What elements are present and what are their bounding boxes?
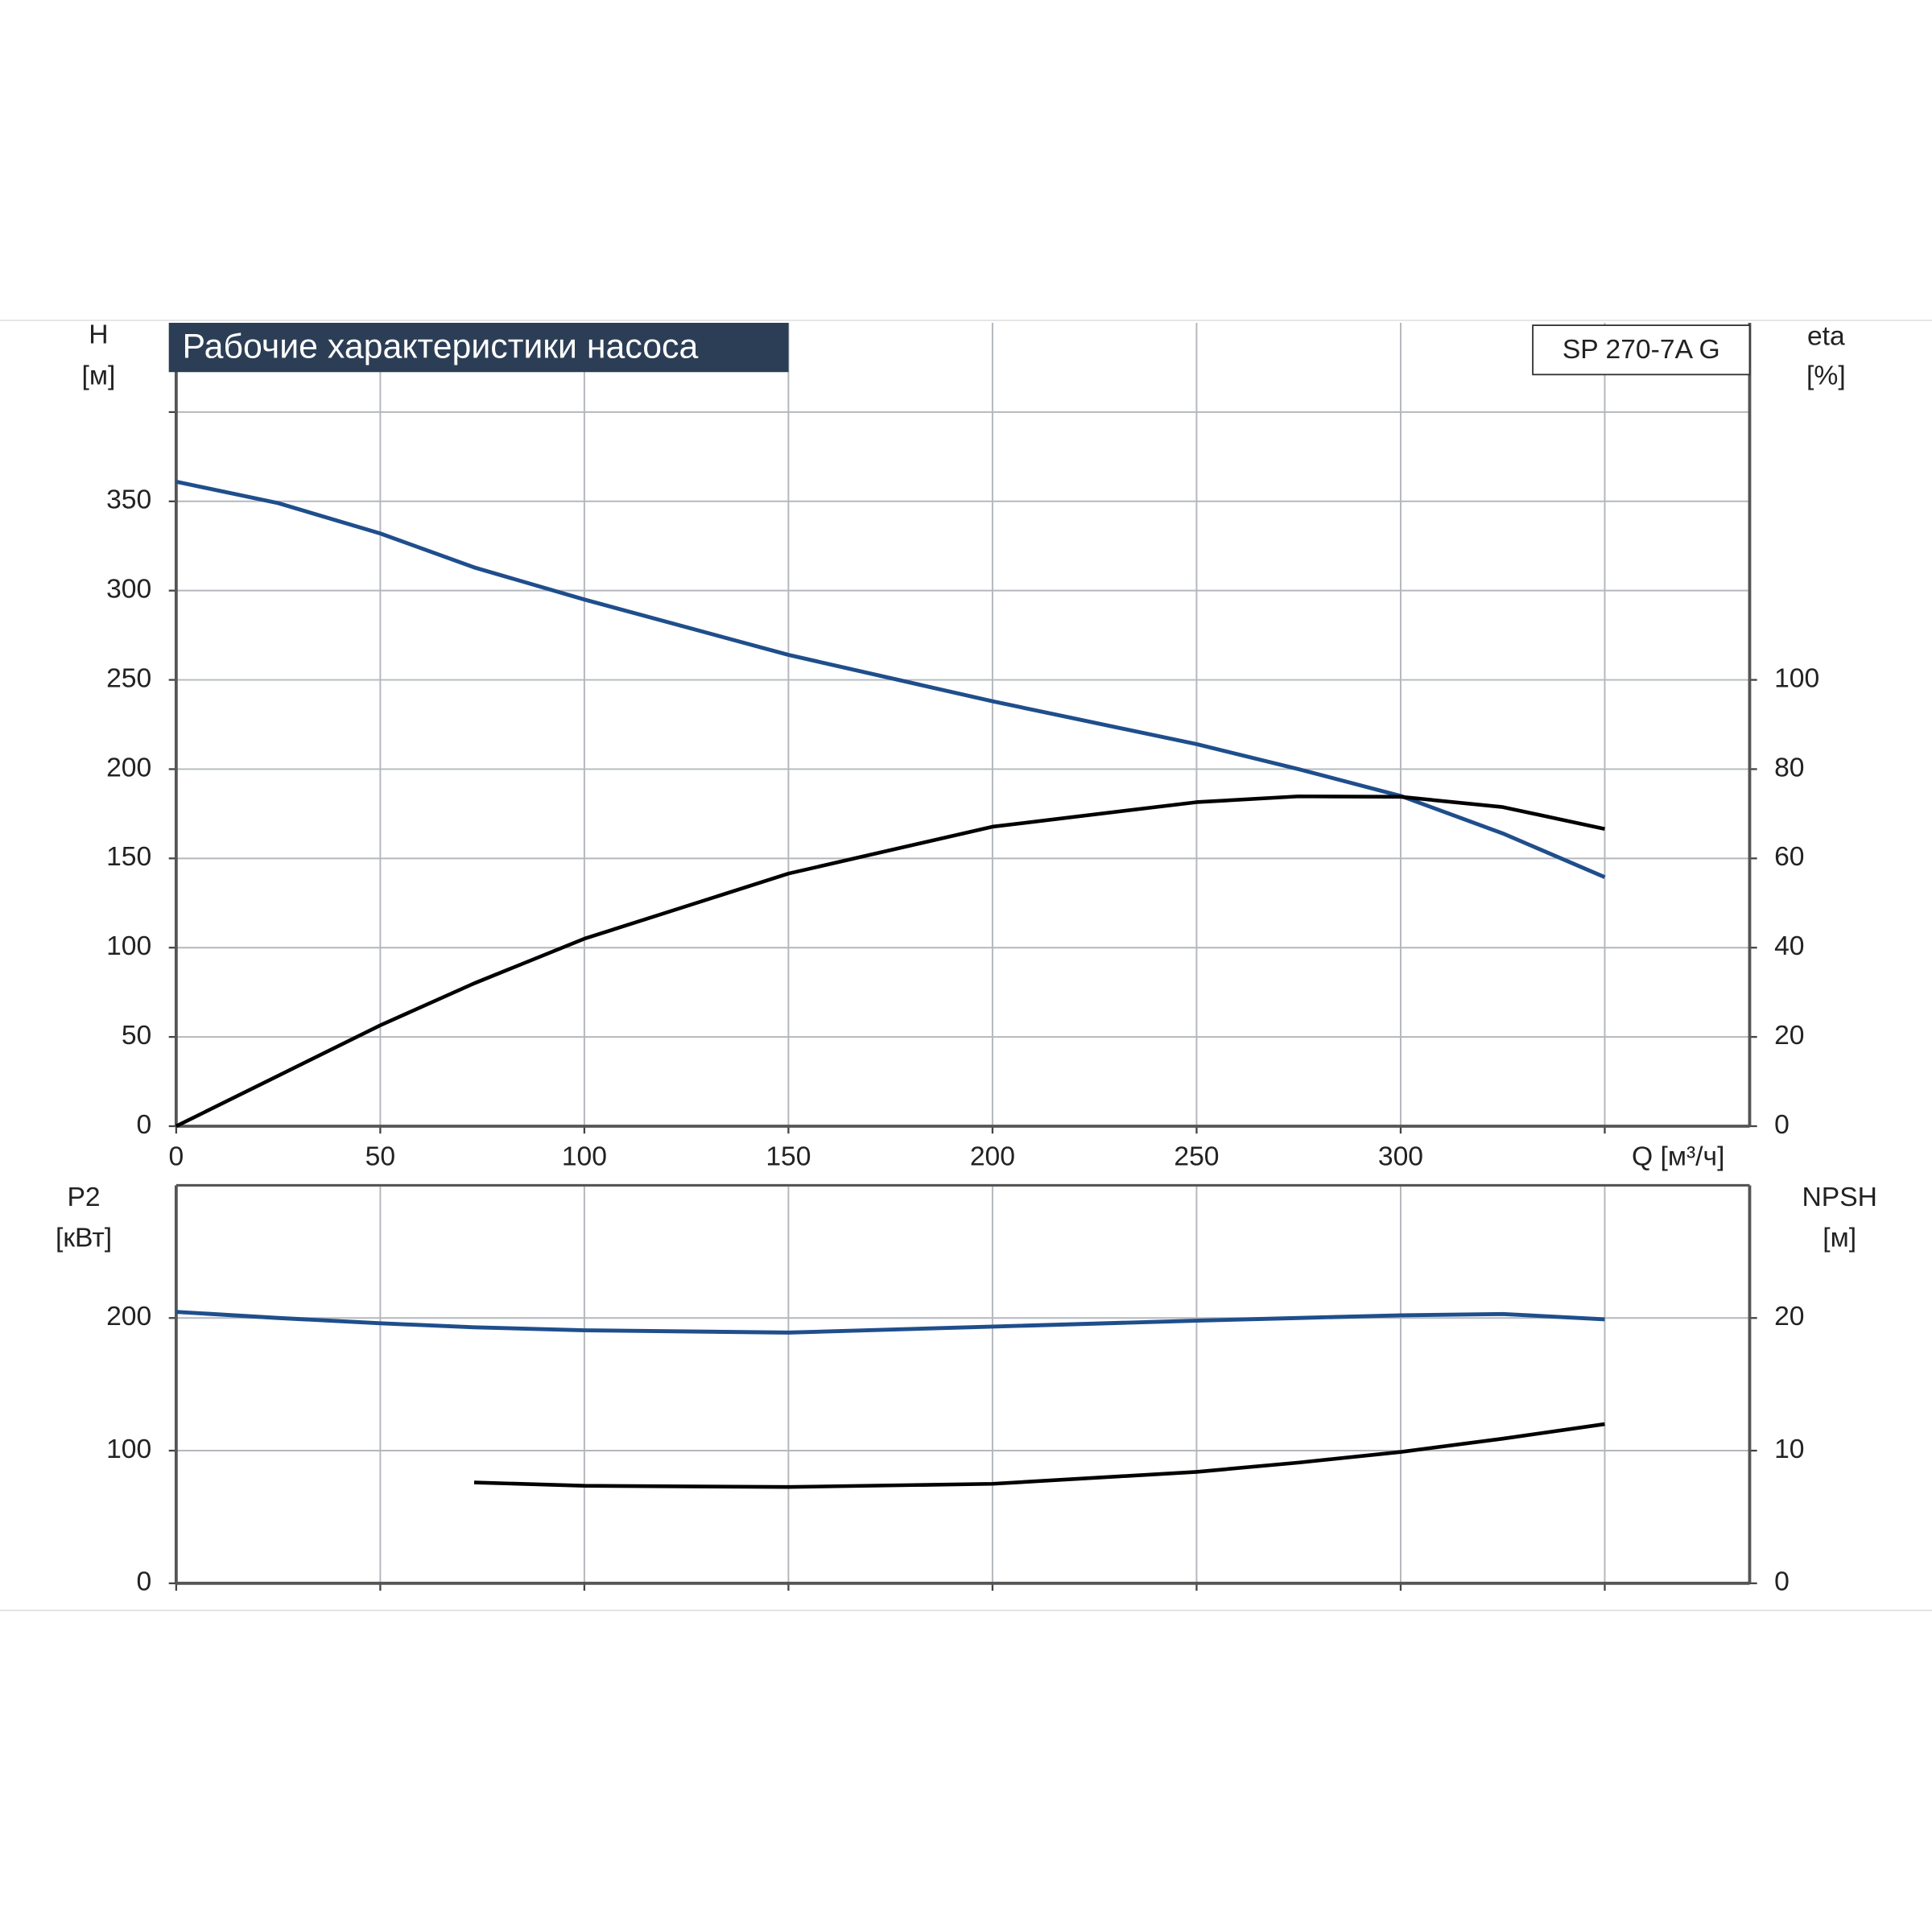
y-tick-label: 100	[106, 1435, 151, 1464]
x-tick-label: 100	[562, 1142, 607, 1172]
x-tick-label: 300	[1378, 1142, 1423, 1172]
x-tick-label: 250	[1174, 1142, 1219, 1172]
chart-title: Рабочие характеристики насоса	[183, 327, 699, 365]
y-tick-label: 0	[137, 1567, 152, 1597]
y2-tick-label: 100	[1774, 663, 1819, 693]
y-tick-label: 200	[106, 1302, 151, 1331]
x-tick-label: 150	[766, 1142, 811, 1172]
y2-tick-label: 10	[1774, 1435, 1804, 1464]
y2-axis-label: eta	[1807, 321, 1845, 351]
series-line	[175, 794, 1605, 1129]
title-box	[168, 323, 789, 373]
series-line	[175, 1310, 1605, 1335]
y-tick-label: 300	[106, 575, 151, 605]
y2-axis-label: [м]	[1823, 1224, 1856, 1253]
series-line	[473, 1422, 1605, 1489]
y2-axis-label: [%]	[1806, 361, 1846, 390]
x-tick-label: 200	[970, 1142, 1015, 1172]
model-label: SP 270-7A G	[1563, 335, 1720, 365]
y-tick-label: 250	[106, 663, 151, 693]
y2-tick-label: 80	[1774, 753, 1804, 782]
y2-tick-label: 0	[1774, 1567, 1790, 1597]
y2-tick-label: 0	[1774, 1110, 1790, 1140]
y-axis-label: [кВт]	[56, 1224, 112, 1253]
y-tick-label: 50	[122, 1021, 151, 1051]
y-axis-label: H	[89, 320, 108, 350]
series-line	[175, 479, 1606, 879]
x-tick-label: 0	[169, 1142, 184, 1172]
y2-tick-label: 60	[1774, 842, 1804, 872]
plots: 0 50 100 150 200 250 3000501001502002503003500…	[56, 320, 1877, 1597]
y-axis-label: [м]	[82, 361, 116, 390]
x-axis-label: Q [м³/ч]	[1632, 1142, 1724, 1172]
y2-tick-label: 20	[1774, 1021, 1804, 1051]
y2-axis-label: NPSH	[1802, 1183, 1877, 1212]
y-tick-label: 350	[106, 485, 151, 515]
y-axis-label: P2	[67, 1183, 100, 1212]
y-tick-label: 0	[137, 1110, 152, 1140]
y2-tick-label: 40	[1774, 931, 1804, 961]
y-tick-label: 200	[106, 753, 151, 782]
y2-tick-label: 20	[1774, 1302, 1804, 1331]
x-tick-label: 50	[365, 1142, 395, 1172]
y-tick-label: 100	[106, 931, 151, 961]
y-tick-label: 150	[106, 842, 151, 872]
model-box	[1532, 324, 1751, 376]
